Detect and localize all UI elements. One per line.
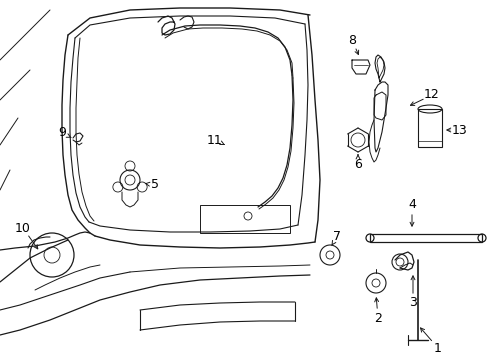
Bar [369, 234, 481, 242]
Text: 1: 1 [433, 342, 441, 355]
Bar [200, 205, 289, 233]
Text: 13: 13 [451, 123, 467, 136]
Text: 8: 8 [347, 33, 355, 46]
Text: 4: 4 [407, 198, 415, 211]
Text: 6: 6 [353, 158, 361, 171]
Text: 5: 5 [151, 179, 159, 192]
Text: 10: 10 [15, 221, 31, 234]
Bar [417, 109, 441, 147]
Text: 2: 2 [373, 311, 381, 324]
Text: 12: 12 [423, 89, 439, 102]
Text: 9: 9 [58, 126, 66, 139]
Text: 3: 3 [408, 297, 416, 310]
Text: 7: 7 [332, 230, 340, 243]
Text: 11: 11 [207, 134, 223, 147]
